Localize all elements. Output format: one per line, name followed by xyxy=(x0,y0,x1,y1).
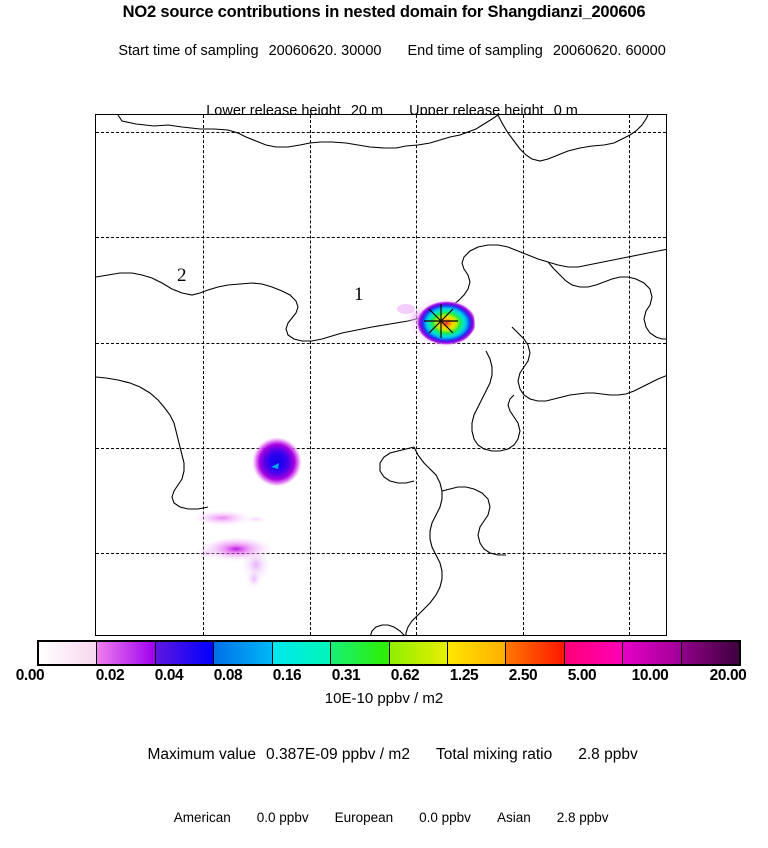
american-label: American xyxy=(173,810,231,825)
coastline-overlay xyxy=(96,115,666,635)
colorbar-tick: 0.00 xyxy=(15,667,45,684)
colorbar-segment xyxy=(155,642,215,664)
end-time-value: 20060620. 60000 xyxy=(552,43,666,59)
gridline-horizontal xyxy=(96,237,666,238)
colorbar-tick: 2.50 xyxy=(508,667,538,684)
asian-label: Asian xyxy=(496,810,531,825)
gridline-vertical xyxy=(629,115,630,635)
gridline-vertical xyxy=(416,115,417,635)
summary-line: Maximum value 0.387E-09 ppbv / m2 Total mi… xyxy=(0,722,768,788)
footer-block: Maximum value 0.387E-09 ppbv / m2 Total mi… xyxy=(0,722,768,848)
american-value: 0.0 ppbv xyxy=(256,810,309,825)
colorbar-tick-labels: 0.00 0.02 0.04 0.08 0.16 0.31 0.62 1.25 … xyxy=(0,667,768,687)
colorbar-tick: 0.31 xyxy=(331,667,361,684)
gridline-horizontal xyxy=(96,553,666,554)
total-mixing-ratio-value: 2.8 ppbv xyxy=(578,746,638,763)
region-label-1: 1 xyxy=(354,284,364,305)
colorbar xyxy=(37,640,741,666)
gridline-vertical xyxy=(203,115,204,635)
colorbar-tick: 20.00 xyxy=(709,667,747,684)
gridline-vertical xyxy=(523,115,524,635)
colorbar-tick: 0.02 xyxy=(95,667,125,684)
start-time-value: 20060620. 30000 xyxy=(268,43,382,59)
colorbar-tick: 0.04 xyxy=(154,667,184,684)
colorbar-segment xyxy=(272,642,332,664)
asian-value: 2.8 ppbv xyxy=(556,810,609,825)
colorbar-segment xyxy=(564,642,624,664)
colorbar-segment xyxy=(97,642,156,664)
colorbar-units-label: 10E-10 ppbv / m2 xyxy=(324,690,444,707)
gridline-horizontal xyxy=(96,132,666,133)
region-label-2: 2 xyxy=(177,265,187,286)
colorbar-tick: 5.00 xyxy=(567,667,597,684)
colorbar-segment xyxy=(506,642,565,664)
colorbar-container xyxy=(37,640,741,666)
maximum-value: 0.387E-09 ppbv / m2 xyxy=(266,746,410,763)
colorbar-segment xyxy=(389,642,448,664)
map-plot-area: 2 1 xyxy=(95,114,667,636)
colorbar-tick: 0.62 xyxy=(390,667,420,684)
sampling-time-line: Start time of sampling 20060620. 30000 End… xyxy=(0,21,768,81)
colorbar-tick: 0.08 xyxy=(213,667,243,684)
gridline-horizontal xyxy=(96,448,666,449)
colorbar-segment xyxy=(331,642,390,664)
colorbar-segment xyxy=(214,642,273,664)
end-time-label: End time of sampling xyxy=(407,43,543,59)
contributions-line: American 0.0 ppbv European 0.0 ppbv Asian 2.8… xyxy=(0,788,768,848)
maximum-value-label: Maximum value xyxy=(147,746,257,763)
gridline-vertical xyxy=(310,115,311,635)
colorbar-segment xyxy=(447,642,507,664)
gridline-horizontal xyxy=(96,343,666,344)
page-title: NO2 source contributions in nested domai… xyxy=(122,3,646,21)
colorbar-tick: 1.25 xyxy=(449,667,479,684)
total-mixing-ratio-label: Total mixing ratio xyxy=(435,746,553,763)
colorbar-tick: 10.00 xyxy=(631,667,669,684)
european-value: 0.0 ppbv xyxy=(419,810,471,825)
european-label: European xyxy=(334,810,394,825)
colorbar-tick: 0.16 xyxy=(272,667,302,684)
colorbar-segment xyxy=(681,642,740,664)
colorbar-segment xyxy=(39,642,98,664)
colorbar-segment xyxy=(623,642,682,664)
release-site-star-icon xyxy=(424,304,458,338)
start-time-label: Start time of sampling xyxy=(118,43,259,59)
